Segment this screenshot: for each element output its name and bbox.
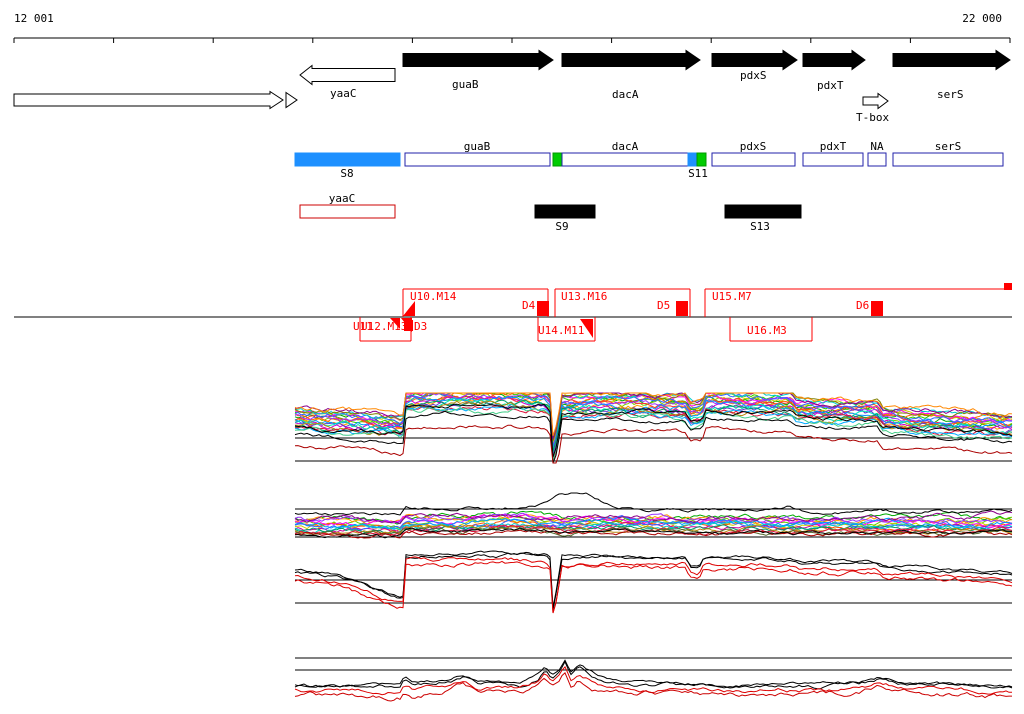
expression-track-2-series-8 bbox=[294, 517, 1013, 532]
expression-track-4-series-0 bbox=[294, 659, 1013, 688]
expression-track-2-series-18 bbox=[294, 492, 1013, 516]
expression-track-3-series-3 bbox=[294, 560, 1013, 614]
expression-track-1-series-8 bbox=[294, 395, 1013, 460]
segment-pdxT[interactable] bbox=[802, 152, 864, 167]
tbox-arrow[interactable] bbox=[862, 92, 889, 110]
expression-track-3-series-1 bbox=[294, 551, 1013, 610]
expression-track-1-series-22 bbox=[294, 403, 1013, 458]
expression-track-1-series-12 bbox=[294, 395, 1013, 451]
expression-track-4-series-3 bbox=[294, 672, 1012, 702]
shift-box-D6[interactable] bbox=[871, 301, 883, 316]
segment-S8[interactable] bbox=[294, 152, 401, 167]
shift-box-D4[interactable] bbox=[537, 301, 549, 316]
gene-arrow-pdxS[interactable] bbox=[711, 49, 798, 71]
expression-track-1-series-11 bbox=[294, 392, 1013, 448]
shift-flag[interactable] bbox=[390, 318, 400, 329]
segment-S9[interactable] bbox=[534, 204, 596, 219]
expression-track-2-series-14 bbox=[294, 510, 1013, 525]
expression-track-2-series-4 bbox=[294, 518, 1013, 534]
expression-track-3-series-0 bbox=[294, 550, 1013, 608]
segment-S11-green[interactable] bbox=[696, 152, 707, 167]
continuation-chevron[interactable] bbox=[285, 91, 298, 109]
gene-arrow-serS[interactable] bbox=[892, 49, 1011, 71]
shift-box-D5[interactable] bbox=[676, 301, 688, 316]
segment-dacA[interactable] bbox=[561, 152, 689, 167]
expression-track-2-series-16 bbox=[294, 529, 1013, 539]
expression-track-4-series-1 bbox=[294, 660, 1013, 690]
segment-S13[interactable] bbox=[724, 204, 802, 219]
segment-NA[interactable] bbox=[867, 152, 887, 167]
shift-flag[interactable] bbox=[403, 301, 415, 316]
gene-arrow-yaaC[interactable] bbox=[299, 64, 396, 86]
segment-guaB[interactable] bbox=[404, 152, 551, 167]
orf-upstream-arrow[interactable] bbox=[13, 90, 284, 110]
gene-arrow-dacA[interactable] bbox=[561, 49, 701, 71]
expression-track-1-series-17 bbox=[294, 400, 1013, 458]
shift-box-edge[interactable] bbox=[1004, 283, 1012, 290]
expression-track-1-series-21 bbox=[294, 406, 1013, 461]
segment-serS[interactable] bbox=[892, 152, 1004, 167]
expression-track-2-series-9 bbox=[294, 515, 1013, 531]
expression-track-1-series-25 bbox=[294, 392, 1013, 436]
expression-track-1-series-23 bbox=[294, 410, 1013, 464]
segment-pdxS[interactable] bbox=[711, 152, 796, 167]
expression-track-2-series-12 bbox=[294, 524, 1013, 536]
expression-track-2-series-0 bbox=[294, 510, 1013, 525]
expression-track-2-series-17 bbox=[294, 527, 1013, 539]
expression-track-1-series-24 bbox=[294, 424, 1013, 464]
expression-track-2-series-7 bbox=[294, 512, 1013, 525]
gene-arrow-guaB[interactable] bbox=[402, 49, 554, 71]
expression-track-1-series-6 bbox=[294, 394, 1013, 447]
segment-green-1[interactable] bbox=[552, 152, 563, 167]
shift-flag[interactable] bbox=[580, 319, 593, 338]
segment-S11-blue[interactable] bbox=[687, 152, 698, 167]
segment-yaaC[interactable] bbox=[299, 204, 396, 219]
expression-track-3-series-2 bbox=[294, 556, 1013, 614]
expression-track-4-series-2 bbox=[294, 666, 1013, 696]
gene-arrow-pdxT[interactable] bbox=[802, 49, 866, 71]
shift-flag[interactable] bbox=[401, 318, 412, 332]
